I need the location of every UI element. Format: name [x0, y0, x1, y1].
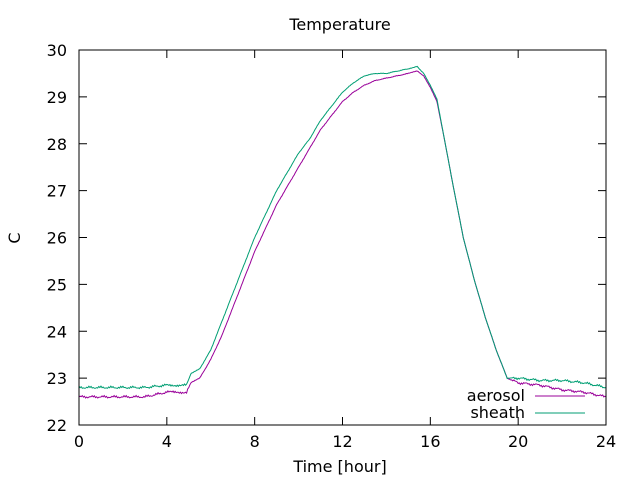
x-tick-label: 12	[332, 432, 352, 451]
series-lines	[78, 65, 607, 399]
y-axis-label: C	[5, 232, 24, 243]
x-tick-label: 20	[508, 432, 528, 451]
y-tick-label: 26	[47, 229, 67, 248]
x-tick-label: 4	[162, 432, 172, 451]
series-line-sheath	[78, 65, 607, 390]
y-tick-label: 29	[47, 88, 67, 107]
y-tick-label: 22	[47, 416, 67, 435]
legend-label-sheath: sheath	[470, 403, 525, 422]
y-tick-label: 27	[47, 182, 67, 201]
legend-label-aerosol: aerosol	[467, 386, 525, 405]
x-tick-label: 8	[250, 432, 260, 451]
y-tick-label: 25	[47, 275, 67, 294]
y-tick-label: 24	[47, 322, 67, 341]
chart-title: Temperature	[288, 15, 390, 34]
x-tick-label: 0	[74, 432, 84, 451]
y-tick-label: 28	[47, 135, 67, 154]
plot-frame	[78, 49, 607, 426]
series-line-aerosol	[78, 70, 607, 399]
x-tick-label: 24	[596, 432, 616, 451]
axis-ticks: 0 4 8 12 16 20 24 22 23 24 25 26 27 28 29 30	[47, 41, 617, 451]
y-tick-label: 30	[47, 41, 67, 60]
y-tick-label: 23	[47, 369, 67, 388]
x-tick-label: 16	[420, 432, 440, 451]
x-axis-label: Time [hour]	[292, 457, 386, 476]
